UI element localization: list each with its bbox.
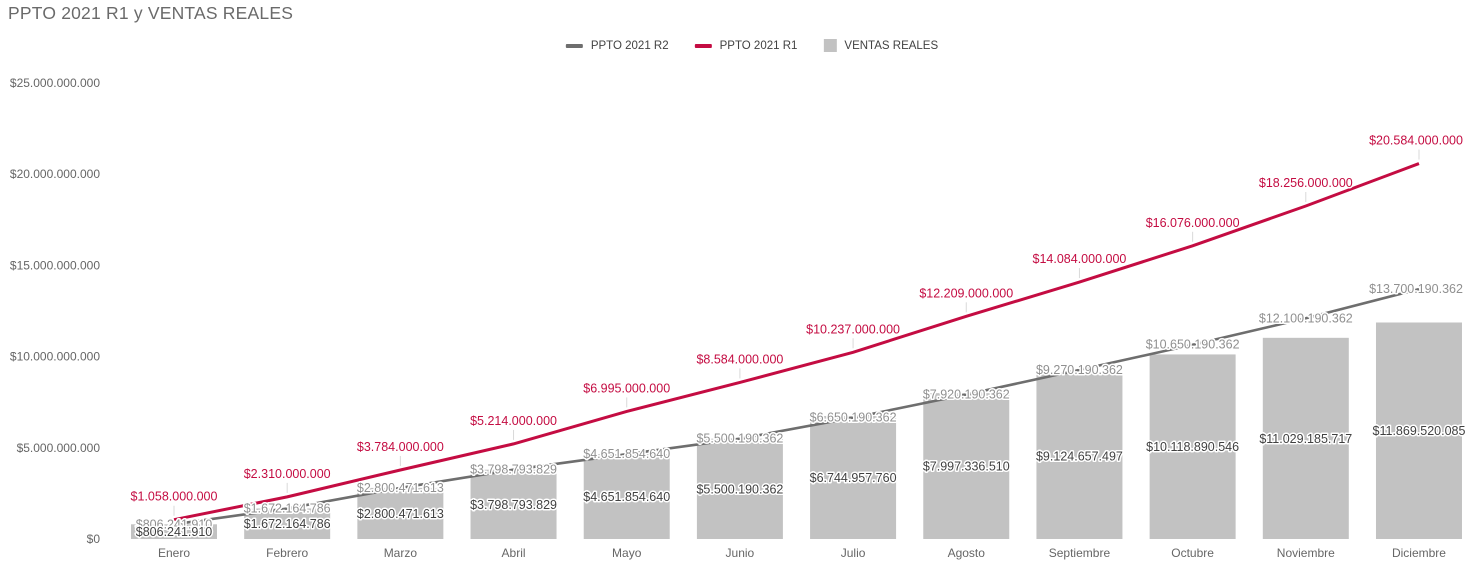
ventas-reales-bar[interactable] — [131, 524, 217, 539]
legend-label: VENTAS REALES — [844, 39, 939, 52]
ventas-reales-bar[interactable] — [810, 415, 897, 539]
line-swatch-icon — [565, 43, 583, 48]
ppto-r2-data-label: $10.650.190.362 — [1146, 338, 1240, 352]
ventas-reales-bar[interactable] — [357, 487, 444, 539]
legend-item-ventas-reales[interactable]: VENTAS REALES — [823, 39, 938, 52]
x-axis-month-label: Septiembre — [1049, 546, 1111, 560]
ppto-r1-data-label: $16.076.000.000 — [1146, 216, 1240, 230]
ventas-reales-data-label: $806.241.910 — [136, 525, 213, 539]
x-axis-month-label: Agosto — [948, 546, 986, 560]
ppto-r1-data-label: $6.995.000.000 — [583, 381, 670, 395]
ppto-r1-data-label: $5.214.000.000 — [470, 414, 557, 428]
square-swatch-icon — [823, 39, 837, 52]
x-axis-month-label: Junio — [726, 546, 755, 560]
x-axis-month-label: Enero — [158, 546, 190, 560]
ppto-r2-data-label: $7.920.190.362 — [923, 388, 1010, 402]
y-axis-label: $20.000.000.000 — [10, 167, 100, 181]
x-axis-month-label: Mayo — [612, 546, 642, 560]
ppto-r2-data-label: $2.800.471.613 — [357, 481, 444, 495]
y-axis-label: $10.000.000.000 — [10, 350, 100, 364]
ventas-reales-bar[interactable] — [1375, 322, 1462, 539]
ppto-r2-data-label: $6.650.190.362 — [810, 411, 897, 425]
x-axis-month-label: Abril — [502, 546, 526, 560]
ppto-r2-data-label: $9.270.190.362 — [1036, 363, 1123, 377]
ventas-reales-bar[interactable] — [1262, 337, 1349, 539]
ppto-r1-data-label: $18.256.000.000 — [1259, 176, 1353, 190]
ppto-r2-data-label: $13.700.190.362 — [1369, 282, 1463, 296]
x-axis-month-label: Marzo — [384, 546, 418, 560]
legend-item-ppto-2021-r1[interactable]: PPTO 2021 R1 — [694, 39, 798, 52]
ppto-r2-data-label: $806.241.910 — [136, 517, 213, 531]
x-axis-month-label: Diciembre — [1392, 546, 1446, 560]
ppto-r1-data-label: $1.058.000.000 — [131, 490, 218, 504]
ppto-2021-r1-line[interactable] — [173, 162, 1420, 522]
ppto-r2-data-label: $4.651.854.640 — [583, 447, 670, 461]
ventas-reales-data-label: $7.997.336.510 — [923, 460, 1010, 474]
y-axis-label: $15.000.000.000 — [10, 258, 100, 272]
x-axis-month-label: Febrero — [266, 546, 308, 560]
ppto-r2-data-label: $5.500.190.362 — [696, 432, 783, 446]
ventas-reales-bar[interactable] — [923, 393, 1010, 539]
ventas-reales-data-label: $10.118.890.546 — [1146, 440, 1239, 454]
y-axis-label: $5.000.000.000 — [17, 441, 101, 455]
ventas-reales-data-label: $3.798.793.829 — [470, 498, 557, 512]
chart-legend: PPTO 2021 R2 PPTO 2021 R1 VENTAS REALES — [565, 39, 938, 52]
y-axis-label: $25.000.000.000 — [10, 76, 100, 90]
y-axis-label: $0 — [87, 532, 101, 546]
ppto-2021-r2-line[interactable] — [173, 287, 1420, 526]
ppto-r1-data-label: $10.237.000.000 — [806, 322, 900, 336]
legend-label: PPTO 2021 R2 — [590, 39, 669, 52]
ventas-reales-data-label: $11.869.520.085 — [1373, 424, 1466, 438]
legend-label: PPTO 2021 R1 — [719, 39, 798, 52]
ventas-reales-data-label: $4.651.854.640 — [583, 490, 670, 504]
ventas-reales-bar[interactable] — [470, 469, 557, 539]
ppto-r2-data-label: $1.672.164.786 — [244, 501, 331, 515]
ppto-r1-data-label: $8.584.000.000 — [696, 352, 783, 366]
ppto-r2-data-label: $12.100.190.362 — [1259, 311, 1353, 325]
chart-title: PPTO 2021 R1 y VENTAS REALES — [8, 3, 294, 23]
ventas-reales-data-label: $11.029.185.717 — [1259, 432, 1352, 446]
ventas-reales-data-label: $1.672.164.786 — [244, 517, 331, 531]
ventas-reales-data-label: $5.500.190.362 — [696, 482, 783, 496]
x-axis-month-label: Noviembre — [1277, 546, 1335, 560]
line-swatch-icon — [694, 43, 712, 48]
ppto-r1-data-label: $12.209.000.000 — [919, 286, 1013, 300]
ventas-reales-bar[interactable] — [696, 438, 783, 539]
ppto-r1-data-label: $20.584.000.000 — [1369, 134, 1463, 148]
ventas-reales-bar[interactable] — [1036, 372, 1123, 539]
ppto-r2-data-label: $3.798.793.829 — [470, 463, 557, 477]
ppto-r1-data-label: $14.084.000.000 — [1033, 252, 1127, 266]
ppto-r1-data-label: $3.784.000.000 — [357, 440, 444, 454]
x-axis-month-label: Octubre — [1171, 546, 1214, 560]
legend-item-ppto-2021-r2[interactable]: PPTO 2021 R2 — [565, 39, 669, 52]
ventas-reales-bar[interactable] — [1149, 354, 1236, 539]
ventas-reales-bar[interactable] — [583, 454, 670, 539]
ppto-r1-data-label: $2.310.000.000 — [244, 467, 331, 481]
ventas-reales-data-label: $9.124.657.497 — [1036, 449, 1123, 463]
ventas-reales-data-label: $6.744.957.760 — [810, 471, 897, 485]
x-axis-month-label: Julio — [841, 546, 866, 560]
ventas-reales-data-label: $2.800.471.613 — [357, 507, 444, 521]
